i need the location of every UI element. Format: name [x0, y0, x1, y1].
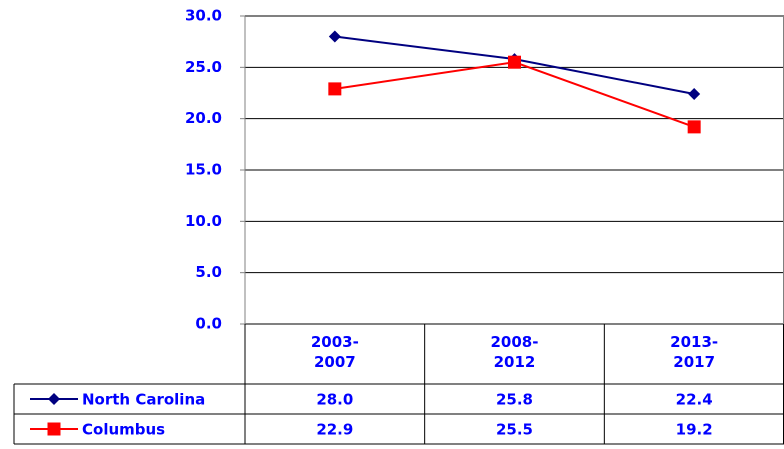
marker: [328, 30, 341, 43]
data-label: 22.4: [676, 391, 713, 409]
y-tick-label: 20.0: [185, 109, 222, 127]
marker: [328, 82, 342, 96]
y-tick-label: 10.0: [185, 212, 222, 230]
marker: [687, 120, 701, 134]
y-tick-label: 25.0: [185, 58, 222, 76]
x-tick-label: 2003- 2007: [310, 333, 359, 371]
data-label: 25.8: [496, 391, 533, 409]
x-tick-label: 2013- 2017: [670, 333, 719, 371]
data-label: 22.9: [316, 421, 353, 439]
y-tick-label: 0.0: [195, 315, 222, 333]
legend-marker: [47, 422, 61, 436]
legend-label: Columbus: [82, 421, 165, 439]
legend-label: North Carolina: [82, 391, 205, 409]
series-line: [334, 61, 695, 128]
y-tick-label: 5.0: [195, 263, 222, 281]
data-label: 25.5: [496, 421, 533, 439]
legend-marker: [48, 393, 60, 405]
x-tick-label: 2008- 2012: [490, 333, 539, 371]
marker: [508, 55, 521, 69]
y-tick-label: 15.0: [185, 161, 222, 179]
data-label: 28.0: [316, 391, 353, 409]
marker: [688, 88, 701, 101]
data-label: 19.2: [676, 421, 713, 439]
y-tick-label: 30.0: [185, 7, 222, 25]
